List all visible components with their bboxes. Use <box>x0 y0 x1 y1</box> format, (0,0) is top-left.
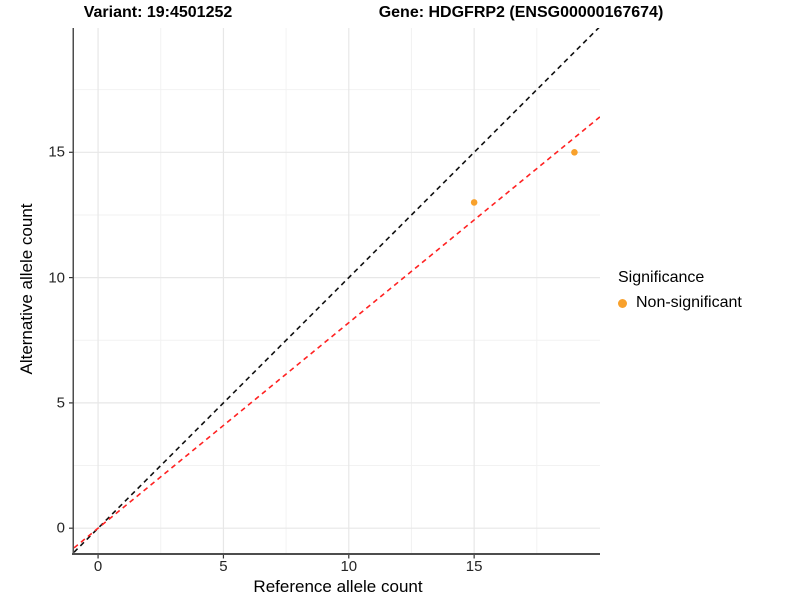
legend-item-label: Non-significant <box>636 294 742 311</box>
x-tick-label: 0 <box>93 558 103 575</box>
data-point <box>571 148 578 156</box>
legend-item-non-significant: Non-significant <box>618 294 742 312</box>
gene-title: Gene: HDGFRP2 (ENSG00000167674) <box>378 4 664 21</box>
y-tick-label: 15 <box>48 143 65 161</box>
x-tick-label: 15 <box>465 558 483 575</box>
non-significant-point-icon <box>618 298 627 308</box>
y-tick-label: 10 <box>48 269 65 287</box>
identity-line <box>74 28 600 553</box>
x-tick-label: 5 <box>219 558 228 575</box>
y-axis-title: Alternative allele count <box>17 203 36 375</box>
legend: Significance Non-significant <box>618 269 742 312</box>
x-tick-label: 10 <box>340 558 358 575</box>
fit-line <box>74 116 600 549</box>
data-point <box>470 199 478 206</box>
y-tick-label: 0 <box>56 519 65 537</box>
legend-title: Significance <box>618 269 705 286</box>
y-tick-label: 5 <box>56 394 65 412</box>
variant-title: Variant: 19:4501252 <box>83 4 233 21</box>
x-axis-title: Reference allele count <box>253 577 423 596</box>
